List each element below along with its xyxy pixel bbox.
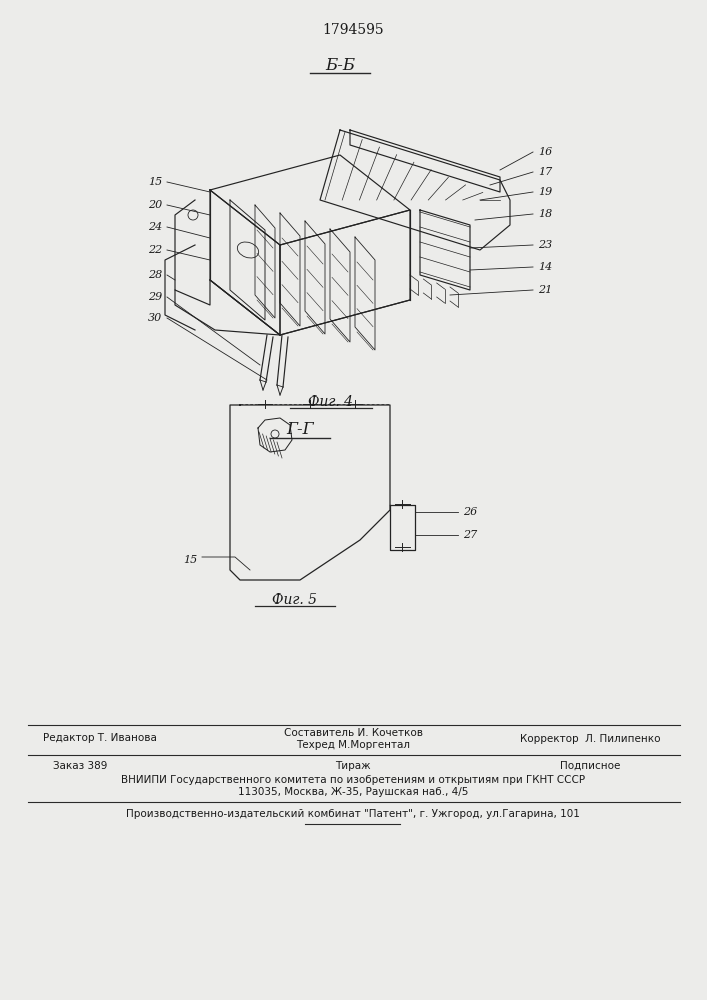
Text: Г-Г: Г-Г bbox=[286, 422, 314, 438]
Text: 22: 22 bbox=[148, 245, 162, 255]
Text: 27: 27 bbox=[463, 530, 477, 540]
Text: Б-Б: Б-Б bbox=[325, 56, 355, 74]
Text: 29: 29 bbox=[148, 292, 162, 302]
Text: 15: 15 bbox=[148, 177, 162, 187]
Text: Редактор Т. Иванова: Редактор Т. Иванова bbox=[43, 733, 157, 743]
Text: 113035, Москва, Ж-35, Раушская наб., 4/5: 113035, Москва, Ж-35, Раушская наб., 4/5 bbox=[238, 787, 468, 797]
Text: Подписное: Подписное bbox=[560, 761, 620, 771]
Text: 23: 23 bbox=[538, 240, 552, 250]
Text: 17: 17 bbox=[538, 167, 552, 177]
Text: ВНИИПИ Государственного комитета по изобретениям и открытиям при ГКНТ СССР: ВНИИПИ Государственного комитета по изоб… bbox=[121, 775, 585, 785]
Text: Корректор  Л. Пилипенко: Корректор Л. Пилипенко bbox=[520, 734, 660, 744]
Text: Фиг. 4: Фиг. 4 bbox=[308, 395, 353, 409]
Text: Техред М.Моргентал: Техред М.Моргентал bbox=[296, 740, 410, 750]
Text: Составитель И. Кочетков: Составитель И. Кочетков bbox=[284, 728, 423, 738]
Text: 1794595: 1794595 bbox=[322, 23, 384, 37]
Text: 20: 20 bbox=[148, 200, 162, 210]
Text: 14: 14 bbox=[538, 262, 552, 272]
Text: Заказ 389: Заказ 389 bbox=[53, 761, 107, 771]
Text: 15: 15 bbox=[183, 555, 197, 565]
Text: 21: 21 bbox=[538, 285, 552, 295]
Text: 19: 19 bbox=[538, 187, 552, 197]
Text: 30: 30 bbox=[148, 313, 162, 323]
Text: 16: 16 bbox=[538, 147, 552, 157]
Text: 18: 18 bbox=[538, 209, 552, 219]
Text: 28: 28 bbox=[148, 270, 162, 280]
Text: 24: 24 bbox=[148, 222, 162, 232]
Text: Фиг. 5: Фиг. 5 bbox=[272, 593, 317, 607]
Text: 26: 26 bbox=[463, 507, 477, 517]
Text: Тираж: Тираж bbox=[335, 761, 370, 771]
Text: Производственно-издательский комбинат "Патент", г. Ужгород, ул.Гагарина, 101: Производственно-издательский комбинат "П… bbox=[126, 809, 580, 819]
